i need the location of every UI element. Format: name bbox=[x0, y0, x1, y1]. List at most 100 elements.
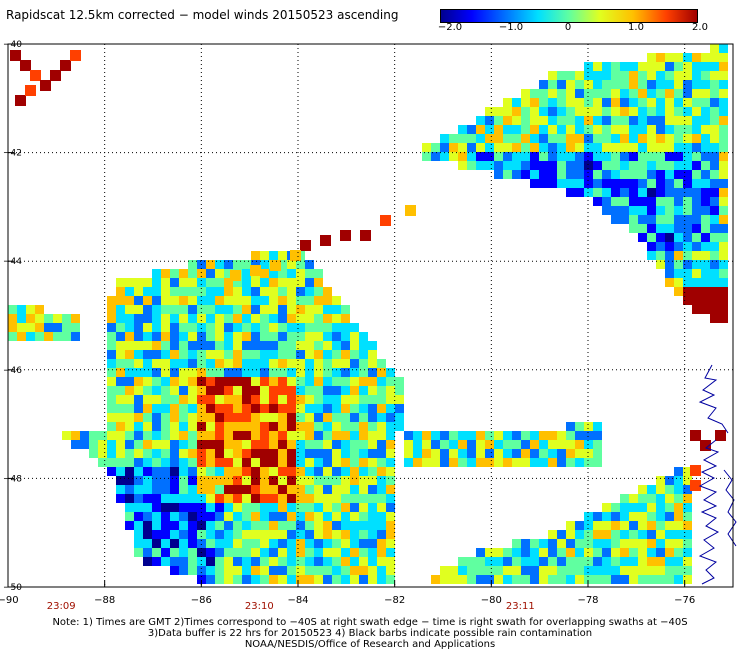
wind-cell bbox=[161, 323, 170, 332]
wind-cell bbox=[548, 566, 557, 575]
wind-cell bbox=[206, 386, 215, 395]
wind-cell bbox=[296, 332, 305, 341]
wind-cell bbox=[647, 170, 656, 179]
wind-cell bbox=[611, 575, 620, 584]
wind-cell bbox=[233, 530, 242, 539]
wind-cell bbox=[242, 413, 251, 422]
wind-cell bbox=[656, 512, 665, 521]
wind-cell bbox=[125, 323, 134, 332]
wind-cell bbox=[116, 458, 125, 467]
wind-cell bbox=[629, 539, 638, 548]
wind-cell bbox=[251, 512, 260, 521]
wind-cell bbox=[575, 89, 584, 98]
wind-cell bbox=[620, 503, 629, 512]
wind-cell bbox=[323, 350, 332, 359]
wind-cell bbox=[719, 143, 728, 152]
wind-cell bbox=[719, 53, 728, 62]
wind-cell bbox=[386, 566, 395, 575]
wind-cell bbox=[386, 449, 395, 458]
wind-cell bbox=[701, 170, 710, 179]
wind-cell bbox=[575, 548, 584, 557]
wind-cell bbox=[359, 431, 368, 440]
wind-cell bbox=[269, 395, 278, 404]
wind-cell bbox=[674, 71, 683, 80]
wind-cell bbox=[161, 395, 170, 404]
wind-cell bbox=[521, 170, 530, 179]
wind-cell bbox=[539, 80, 548, 89]
wind-cell bbox=[152, 467, 161, 476]
wind-cell bbox=[305, 323, 314, 332]
wind-cell bbox=[566, 539, 575, 548]
wind-cell bbox=[359, 350, 368, 359]
colorbar-label: −2.0 bbox=[437, 22, 463, 33]
wind-cell bbox=[683, 224, 692, 233]
x-tick-label: −76 bbox=[674, 595, 695, 606]
wind-cell bbox=[17, 305, 26, 314]
wind-cell bbox=[287, 575, 296, 584]
wind-cell bbox=[134, 413, 143, 422]
wind-cell bbox=[458, 161, 467, 170]
wind-cell bbox=[233, 557, 242, 566]
wind-cell bbox=[521, 116, 530, 125]
wind-cell bbox=[35, 332, 44, 341]
wind-cell bbox=[134, 539, 143, 548]
wind-cell bbox=[422, 440, 431, 449]
wind-cell bbox=[305, 269, 314, 278]
wind-cell bbox=[638, 557, 647, 566]
wind-cell bbox=[566, 98, 575, 107]
wind-cell bbox=[440, 134, 449, 143]
wind-cell bbox=[575, 521, 584, 530]
wind-cell bbox=[341, 305, 350, 314]
wind-cell bbox=[575, 539, 584, 548]
wind-cell bbox=[233, 314, 242, 323]
wind-cell bbox=[377, 368, 386, 377]
wind-cell bbox=[152, 539, 161, 548]
wind-cell bbox=[530, 539, 539, 548]
wind-cell bbox=[557, 161, 566, 170]
wind-cell bbox=[539, 107, 548, 116]
wind-cell bbox=[8, 305, 17, 314]
wind-cell bbox=[602, 206, 611, 215]
wind-cell bbox=[368, 359, 377, 368]
wind-cell bbox=[314, 413, 323, 422]
wind-cell bbox=[593, 62, 602, 71]
wind-cell bbox=[611, 566, 620, 575]
wind-cell bbox=[656, 170, 665, 179]
wind-cell bbox=[251, 458, 260, 467]
wind-cell bbox=[476, 125, 485, 134]
wind-cell bbox=[269, 422, 278, 431]
wind-cell bbox=[710, 242, 719, 251]
wind-cell bbox=[359, 386, 368, 395]
wind-cell bbox=[215, 296, 224, 305]
wind-cell bbox=[224, 503, 233, 512]
wind-cell bbox=[539, 566, 548, 575]
wind-cell bbox=[521, 134, 530, 143]
wind-cell bbox=[548, 116, 557, 125]
wind-cell bbox=[566, 179, 575, 188]
wind-cell bbox=[233, 377, 242, 386]
wind-cell bbox=[161, 467, 170, 476]
wind-cell bbox=[629, 512, 638, 521]
wind-cell bbox=[395, 422, 404, 431]
wind-cell bbox=[296, 548, 305, 557]
wind-cell bbox=[584, 89, 593, 98]
wind-cell bbox=[485, 548, 494, 557]
wind-cell bbox=[557, 116, 566, 125]
wind-cell bbox=[611, 539, 620, 548]
wind-cell bbox=[215, 431, 224, 440]
wind-cell bbox=[665, 278, 674, 287]
wind-cell bbox=[494, 431, 503, 440]
wind-cell bbox=[512, 440, 521, 449]
wind-cell bbox=[296, 539, 305, 548]
wind-cell bbox=[683, 476, 692, 485]
wind-cell bbox=[215, 404, 224, 413]
wind-cell bbox=[251, 440, 260, 449]
wind-cell bbox=[341, 395, 350, 404]
wind-cell bbox=[620, 197, 629, 206]
wind-cell bbox=[647, 80, 656, 89]
wind-cell bbox=[332, 512, 341, 521]
wind-cell bbox=[350, 431, 359, 440]
wind-cell bbox=[332, 404, 341, 413]
wind-cell bbox=[161, 431, 170, 440]
wind-cell bbox=[710, 224, 719, 233]
